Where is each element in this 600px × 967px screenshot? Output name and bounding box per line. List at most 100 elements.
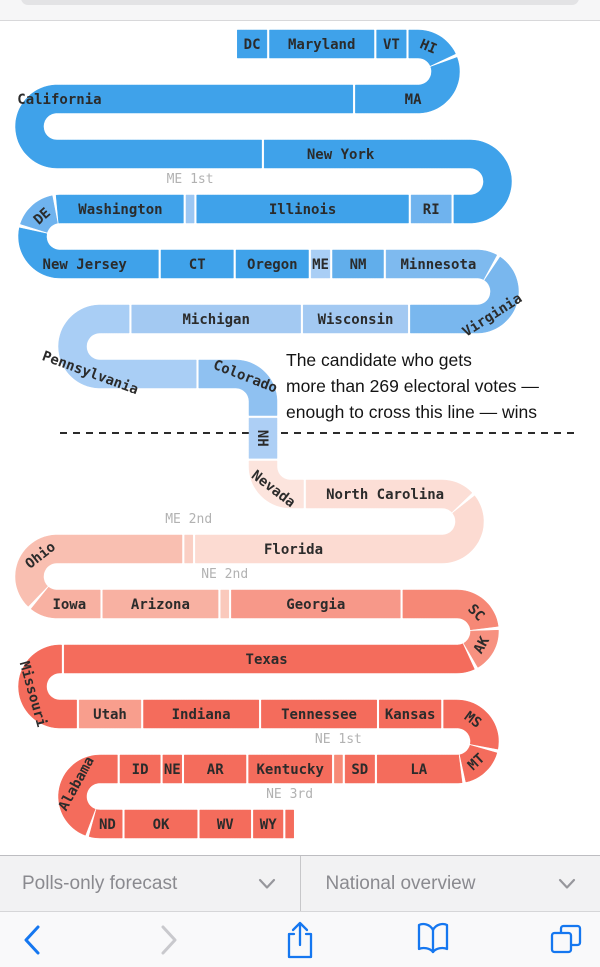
snake-segment [55,194,184,224]
district-label: NE 2nd [201,567,248,582]
district-label: NE 1st [315,732,362,747]
state-label: ME [312,257,329,273]
state-label: Texas [246,652,288,668]
state-label: Michigan [182,312,249,328]
state-label: North Carolina [326,487,444,503]
snake-segment [220,589,230,619]
state-label: WY [260,817,277,833]
snake-segment [459,744,498,783]
snake-segment [15,534,183,607]
state-label: CT [189,257,206,273]
view-scope-dropdown[interactable]: National overview [301,856,600,911]
state-label: New York [307,147,375,163]
state-label: DC [244,37,261,53]
snake-segment [463,629,499,668]
threshold-annotation: The candidate who gets [286,350,472,370]
snake-segment [20,195,58,233]
state-label: Florida [264,542,323,558]
chevron-down-icon [558,878,576,889]
snake-segment [310,249,331,279]
forecast-type-dropdown[interactable]: Polls-only forecast [0,856,300,911]
forward-icon [161,925,177,954]
snake-segment [302,304,409,334]
state-label: California [17,92,101,108]
state-label: ID [132,762,149,778]
snake-segment [58,304,197,389]
snake-segment [198,359,278,416]
snake-segment [15,84,354,169]
state-label: VT [383,37,400,53]
dropdown-divider [299,856,301,911]
snake-segment [263,139,512,224]
snake-segment [235,249,309,279]
state-label: New Jersey [43,257,128,273]
forward-button[interactable] [147,916,187,964]
snake-segment [248,754,333,784]
forecast-type-label: Polls-only forecast [22,872,178,894]
state-label: Georgia [286,597,345,613]
state-label: Wisconsin [318,312,394,328]
state-label: HI [417,36,439,57]
snake-segment [102,589,219,619]
state-label: Washington [78,202,162,218]
state-label: Arizona [131,597,190,613]
snake-segment [162,754,182,784]
snake-segment [408,29,456,67]
tabs-button[interactable] [546,916,586,964]
state-label: Maryland [288,37,355,53]
snake-segment [184,534,194,564]
snake-segment [269,29,375,59]
snake-segment [379,699,442,729]
collapsed-url-bar[interactable] [0,0,600,21]
state-label: Kentucky [256,762,324,778]
snake-segment [248,460,304,509]
share-icon [287,921,313,958]
electoral-snake-chart: The candidate who gets more than 269 elec… [15,29,577,839]
snake-segment [253,809,284,839]
district-label: ME 1st [167,172,214,187]
state-label: MA [405,92,422,108]
snake-segment [30,586,101,619]
snake-segment [410,256,519,334]
url-pill [21,0,579,5]
state-label: RI [423,202,440,218]
tabs-icon [550,924,582,953]
threshold-annotation: more than 269 electoral votes — [286,376,539,396]
share-button[interactable] [280,916,320,964]
snake-segment [285,809,294,839]
snake-segment [344,754,375,784]
state-label: Illinois [269,202,336,218]
snake-segment [248,417,278,459]
state-label: LA [410,762,427,778]
snake-segment [402,589,499,631]
back-button[interactable] [14,916,54,964]
state-label: Tennessee [281,707,357,723]
snake-segment [334,754,343,784]
snake-segment [332,249,384,279]
district-label: ME 2nd [165,512,212,527]
state-label: SD [351,762,368,778]
snake-segment [18,227,159,279]
snake-segment [88,809,123,839]
snake-segment [231,589,401,619]
snake-segment [18,644,77,729]
snake-segment [185,194,195,224]
snake-segment [119,754,161,784]
chart-controls-bar: Polls-only forecast National overview [0,855,600,911]
state-label: NH [254,430,270,447]
snake-segment [184,754,247,784]
bookmarks-button[interactable] [413,916,453,964]
back-icon [24,925,40,954]
state-label: WV [217,817,234,833]
snake-segment [78,699,142,729]
state-label: Indiana [172,707,231,723]
state-label: Kansas [385,707,436,723]
snake-segment [160,249,234,279]
district-label: NE 3rd [266,787,313,802]
state-label: OK [153,817,170,833]
state-label: Oregon [247,257,298,273]
safari-toolbar [0,911,600,967]
snake-segment [305,479,473,513]
snake-segment [131,304,301,334]
state-label: Minnesota [400,257,476,273]
